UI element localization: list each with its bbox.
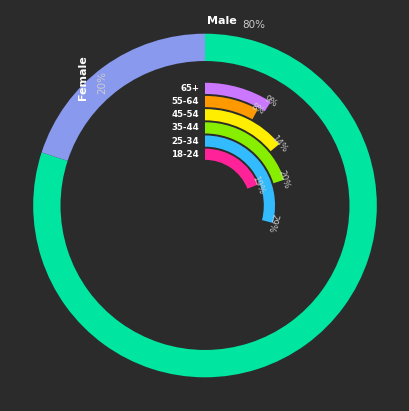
Text: 45-54: 45-54 (171, 110, 199, 119)
Text: 80%: 80% (241, 20, 265, 30)
Wedge shape (41, 34, 204, 161)
Wedge shape (204, 149, 257, 189)
Text: 20%: 20% (276, 169, 291, 190)
Text: 9%: 9% (262, 95, 278, 109)
Wedge shape (204, 122, 283, 183)
Text: 65+: 65+ (180, 84, 199, 93)
Text: 25-34: 25-34 (171, 136, 199, 145)
Text: Male: Male (207, 16, 236, 26)
Wedge shape (204, 83, 270, 111)
Wedge shape (204, 136, 274, 223)
Wedge shape (204, 96, 257, 119)
Text: 55-64: 55-64 (171, 97, 199, 106)
Text: 8%: 8% (249, 102, 265, 117)
Text: 19%: 19% (249, 174, 265, 195)
Wedge shape (33, 34, 376, 377)
Text: 18-24: 18-24 (171, 150, 199, 159)
Wedge shape (204, 109, 279, 151)
Text: 29%: 29% (265, 212, 279, 233)
Text: 35-44: 35-44 (171, 123, 199, 132)
Text: Female: Female (78, 55, 88, 100)
Text: 14%: 14% (269, 134, 288, 155)
Text: 20%: 20% (97, 71, 107, 94)
